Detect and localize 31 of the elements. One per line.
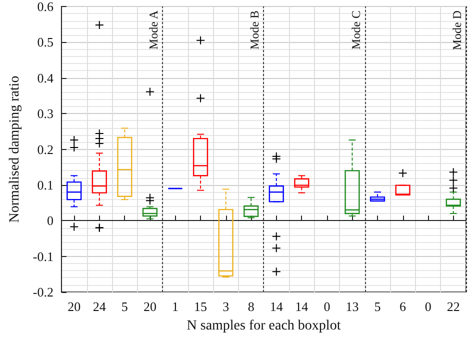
x-axis-title: N samples for each boxplot <box>186 318 341 334</box>
y-tick-label: 0.3 <box>37 106 54 122</box>
annotation: Mode D <box>450 10 464 50</box>
x-tick-label: 14 <box>295 299 309 314</box>
y-axis-title: Normalised damping ratio <box>8 76 22 223</box>
y-tick-label: 0.1 <box>37 177 54 192</box>
annotation: Mode C <box>348 10 363 50</box>
y-tick-label: 0.4 <box>37 70 54 86</box>
x-tick-label: 20 <box>68 299 81 314</box>
x-tick-label: 22 <box>446 299 460 314</box>
x-tick-label: 1 <box>172 299 178 314</box>
y-tick-label: 0.6 <box>37 0 54 14</box>
x-tick-label: 5 <box>374 299 381 314</box>
x-tick-label: 0 <box>424 299 432 314</box>
x-tick-label: 20 <box>143 299 156 314</box>
y-tick-label: -0.1 <box>32 248 54 264</box>
x-tick-label: 14 <box>270 299 284 314</box>
x-tick-label: 13 <box>346 299 359 314</box>
annotation: Mode B <box>248 10 262 50</box>
x-tick-label: 5 <box>121 299 128 314</box>
x-tick-label: 15 <box>194 299 208 314</box>
x-tick-label: 3 <box>222 299 230 314</box>
y-tick-label: -0.2 <box>32 284 54 300</box>
annotation: Mode A <box>146 10 161 50</box>
y-tick-label: 0.2 <box>37 142 54 157</box>
x-tick-label: 0 <box>324 299 330 314</box>
y-tick-label: 0 <box>46 213 54 228</box>
y-tick-label: 0.5 <box>37 34 54 50</box>
x-tick-label: 8 <box>248 299 254 314</box>
x-tick-label: 6 <box>400 299 407 314</box>
x-tick-label: 24 <box>92 299 106 314</box>
